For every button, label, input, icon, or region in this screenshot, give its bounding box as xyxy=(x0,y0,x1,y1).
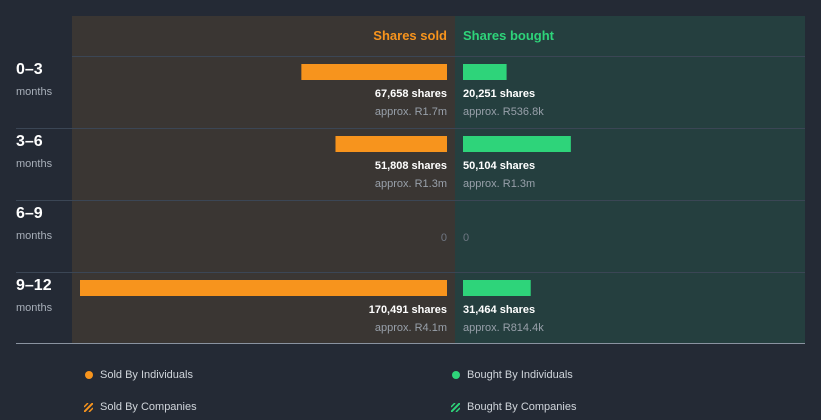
row-sublabel: months xyxy=(16,302,53,314)
row-divider xyxy=(16,272,805,273)
bought-approx-label: approx. R536.8k xyxy=(463,106,544,118)
bar-sold xyxy=(80,280,447,296)
row-label-6-9: 6–9 xyxy=(16,205,43,222)
bar-sold xyxy=(301,64,447,80)
header-shares-bought: Shares bought xyxy=(463,28,555,43)
sold-value-label: 51,808 shares xyxy=(374,160,447,172)
legend-bought-companies: Bought By Companies xyxy=(467,401,577,413)
row-divider xyxy=(72,56,805,57)
legend-sold-individuals-marker xyxy=(85,371,93,379)
bought-approx-label: approx. R814.4k xyxy=(463,322,544,334)
bar-bought xyxy=(463,64,507,80)
legend-sold-companies-marker xyxy=(84,403,93,412)
legend-bought-companies-marker xyxy=(451,403,460,412)
baseline xyxy=(16,343,805,344)
bar-bought xyxy=(463,136,571,152)
sold-approx-label: approx. R4.1m xyxy=(374,322,447,334)
row-divider xyxy=(16,128,805,129)
legend-bought-individuals: Bought By Individuals xyxy=(467,369,573,381)
sold-approx-label: approx. R1.7m xyxy=(374,106,447,118)
bought-value-label: 31,464 shares xyxy=(463,304,536,316)
row-sublabel: months xyxy=(16,158,53,170)
row-label-0-3: 0–3 xyxy=(16,61,43,78)
row-divider xyxy=(16,200,805,201)
sold-value-label: 67,658 shares xyxy=(374,88,447,100)
row-sublabel: months xyxy=(16,230,53,242)
row-sublabel: months xyxy=(16,86,53,98)
row-label-3-6: 3–6 xyxy=(16,133,43,150)
legend-bought-individuals-marker xyxy=(452,371,460,379)
row-label-9-12: 9–12 xyxy=(16,277,52,294)
header-shares-sold: Shares sold xyxy=(373,28,447,43)
bar-bought xyxy=(463,280,531,296)
bought-zero-label: 0 xyxy=(463,232,470,244)
sold-value-label: 170,491 shares xyxy=(368,304,447,316)
legend-sold-individuals: Sold By Individuals xyxy=(100,369,193,381)
bought-value-label: 20,251 shares xyxy=(463,88,536,100)
sold-zero-label: 0 xyxy=(440,232,447,244)
legend-sold-companies: Sold By Companies xyxy=(100,401,197,413)
bar-sold xyxy=(335,136,447,152)
bought-approx-label: approx. R1.3m xyxy=(463,178,536,190)
sold-approx-label: approx. R1.3m xyxy=(374,178,447,190)
bought-value-label: 50,104 shares xyxy=(463,160,536,172)
